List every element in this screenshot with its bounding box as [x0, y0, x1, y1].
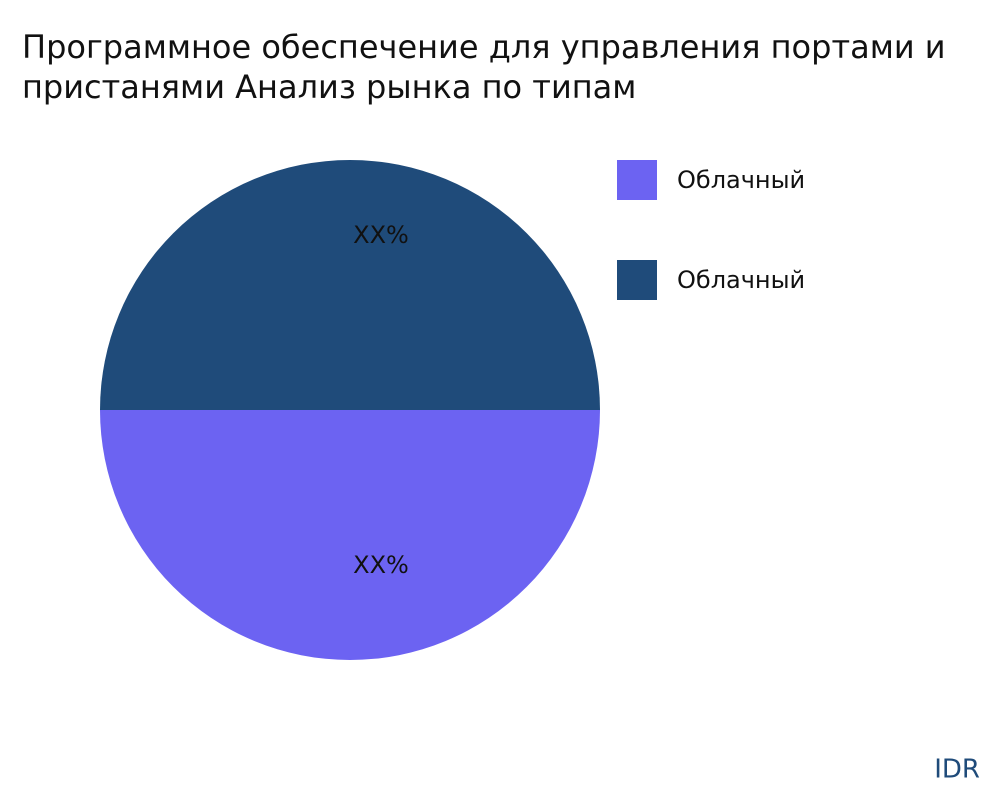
- legend-swatch: [617, 160, 657, 200]
- data-label: XX%: [353, 551, 409, 579]
- watermark: IDR: [934, 755, 980, 785]
- chart-title: пристанями Анализ рынка по типам: [22, 68, 636, 106]
- legend-label: Облачный: [677, 266, 805, 294]
- chart-title: Программное обеспечение для управления п…: [22, 28, 946, 66]
- legend-swatch: [617, 260, 657, 300]
- pie-slice: [100, 160, 600, 410]
- pie-slice: [100, 410, 600, 660]
- legend-label: Облачный: [677, 166, 805, 194]
- data-label: XX%: [353, 221, 409, 249]
